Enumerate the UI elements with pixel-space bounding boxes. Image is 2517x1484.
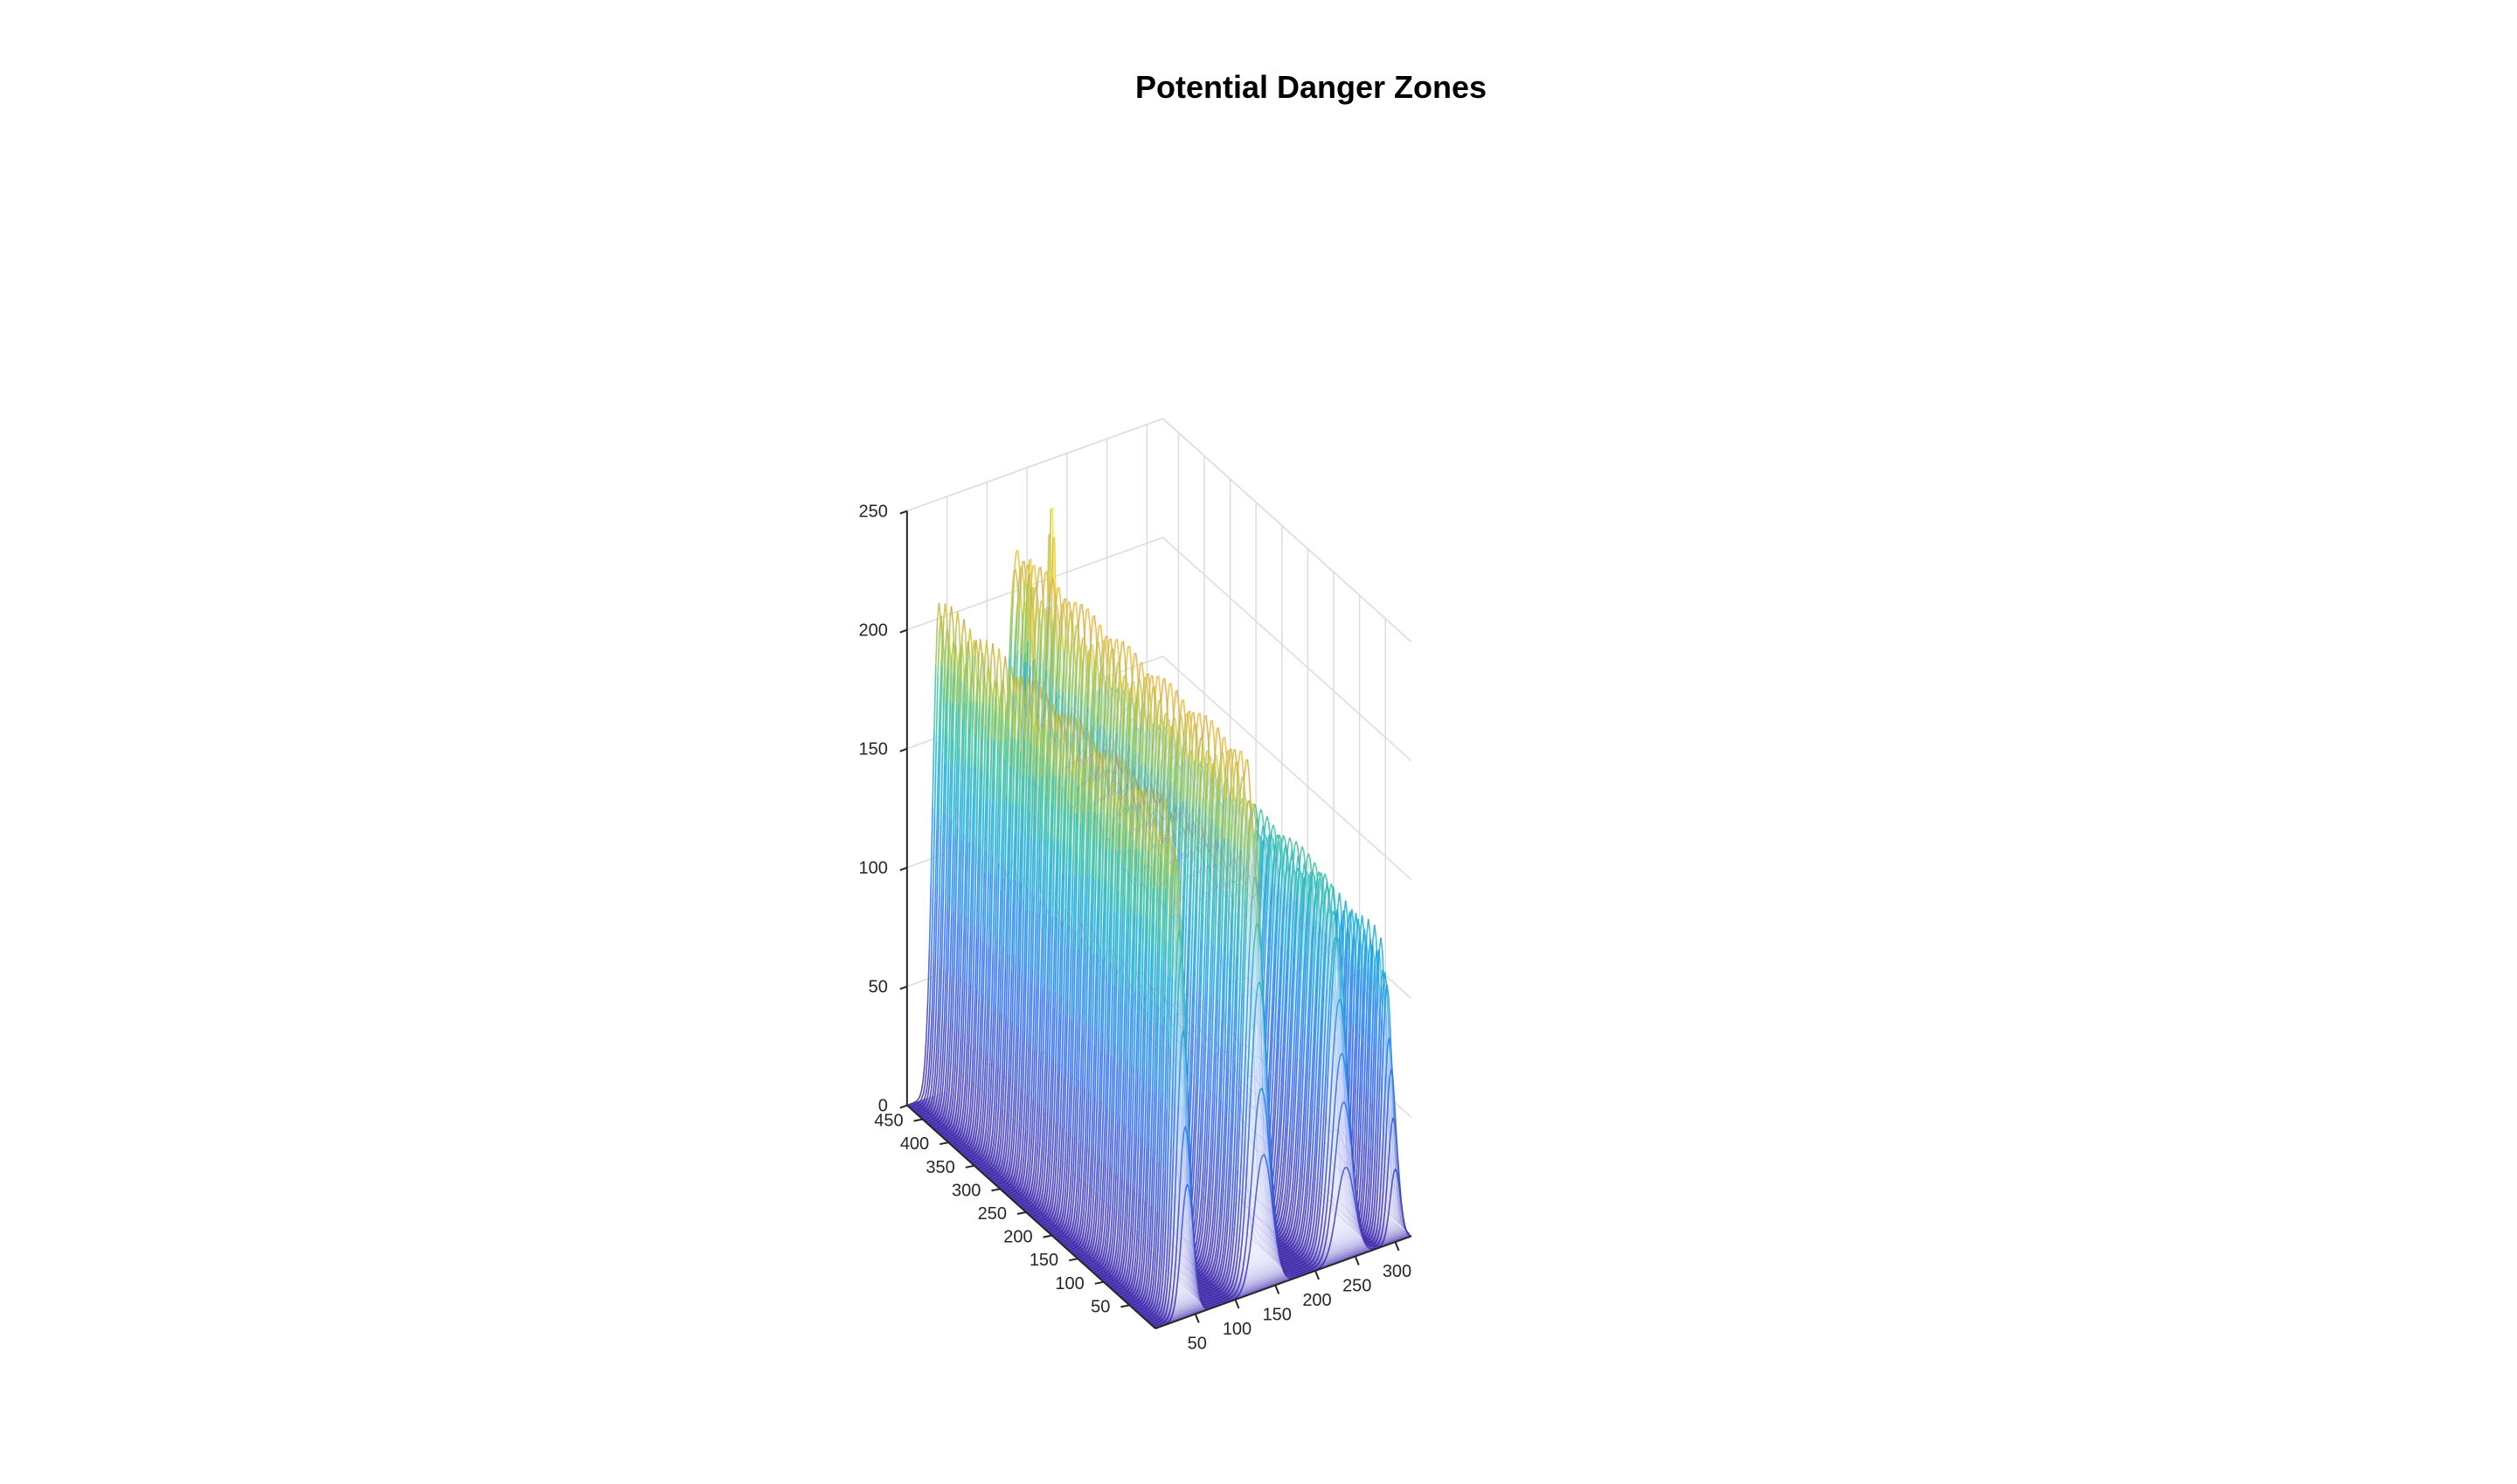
surface-edge: [921, 1092, 925, 1099]
surface-edge: [924, 1038, 927, 1065]
surface-edge: [1014, 551, 1017, 568]
surface-edge: [944, 603, 948, 620]
surface-edge: [928, 1070, 932, 1087]
surface-edge: [941, 620, 945, 666]
surface-edge: [920, 1081, 924, 1092]
surface-edge: [929, 953, 933, 1005]
surface-edge: [1012, 640, 1016, 680]
surface-edge: [934, 832, 938, 902]
surface-edge: [937, 701, 941, 763]
surface-edge: [930, 1044, 933, 1071]
surface-edge: [938, 732, 941, 810]
surface-edge: [927, 1004, 931, 1043]
surface-edge: [936, 762, 940, 833]
surface-edge: [1009, 615, 1012, 657]
surface-edge: [919, 1091, 923, 1097]
surface-edge: [935, 619, 939, 665]
z-gridline: [906, 537, 1412, 761]
surface-edge: [912, 1104, 926, 1112]
surface-edge: [925, 1086, 928, 1096]
surface-edge: [927, 1047, 932, 1072]
surface-edge: [925, 1096, 929, 1103]
surface-edge: [923, 1095, 926, 1101]
surface-edge: [926, 1000, 929, 1040]
surface-edge: [919, 1098, 923, 1102]
surface-edge: [1016, 583, 1020, 614]
surface-edge: [932, 1005, 935, 1044]
surface-edge: [933, 952, 937, 1006]
surface-edge: [926, 1086, 930, 1097]
surface-edge: [1017, 567, 1022, 585]
surface-edge: [930, 807, 933, 883]
surface-edge: [926, 1071, 930, 1087]
surface-edge: [929, 1011, 933, 1048]
surface-edge: [931, 962, 934, 1012]
surface-edge: [940, 615, 944, 631]
surface-edge: [1012, 567, 1016, 600]
surface-edge: [1015, 614, 1018, 656]
surface-edge: [933, 664, 937, 732]
surface-edge: [936, 809, 940, 885]
surface-edge: [939, 659, 943, 702]
top-box-edge: [906, 418, 1412, 642]
surface-edge: [924, 1101, 927, 1106]
surface-edge: [922, 1083, 926, 1093]
surface-edge: [926, 1042, 929, 1068]
surface-edge: [933, 901, 936, 963]
surface-edge: [932, 815, 936, 889]
surface-edge: [906, 1099, 919, 1106]
surface-edge: [1010, 586, 1014, 616]
surface-edge: [940, 665, 943, 733]
surface-edge: [908, 1100, 921, 1108]
surface-edge: [917, 1096, 921, 1100]
surface-mesh: [906, 507, 1412, 1329]
surface-edge: [942, 643, 946, 658]
surface-edge: [911, 1102, 923, 1110]
surface-edge: [935, 676, 939, 741]
surface-edge: [922, 1064, 926, 1082]
surface-edge: [924, 1067, 928, 1085]
surface-edge: [928, 881, 933, 948]
surface-edge: [932, 731, 935, 808]
surface-edge: [937, 631, 940, 676]
surface-edge: [921, 1099, 925, 1104]
surface-edge: [1016, 549, 1021, 566]
surface-edge: [934, 884, 939, 953]
surface-edge: [931, 888, 934, 954]
surface-edge: [1010, 598, 1014, 641]
surface-edge: [933, 740, 938, 815]
surface-edge: [926, 947, 931, 1001]
